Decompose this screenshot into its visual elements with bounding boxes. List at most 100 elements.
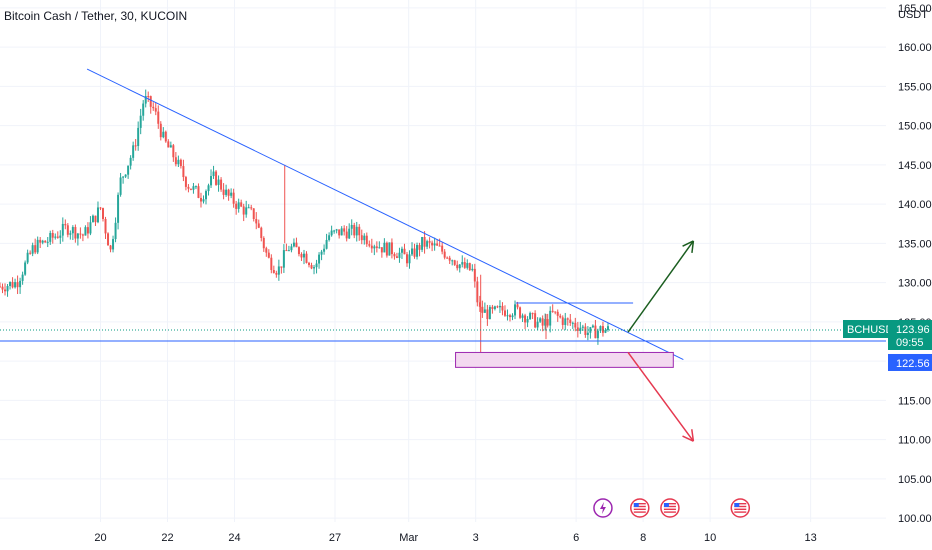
candle-body [137,127,140,147]
candle-body [601,326,604,333]
candle-body [215,171,218,185]
flag-stripe [734,511,747,513]
candle-body [511,315,514,318]
candle-body [343,228,346,232]
candle-body [59,235,62,238]
x-tick-label: 27 [329,532,341,544]
candle-body [117,194,120,223]
candle-body [210,176,213,186]
arrow-up [627,240,695,333]
candle-body [79,233,82,235]
candle-body [476,281,479,303]
candle-body [192,186,195,190]
candle-body [468,263,471,271]
flag-stripe [633,505,646,508]
candle-body [541,318,544,326]
candle-body [207,185,210,192]
candle-body [488,306,491,320]
candle-body [144,96,147,104]
candle-body [257,223,260,228]
drawings[interactable] [0,68,886,442]
candle-body [277,266,280,275]
candle-body [49,232,52,242]
candle-body [167,141,170,148]
candle-body [544,319,547,326]
x-tick-label: 3 [473,532,479,544]
support-price-badge [888,353,932,371]
arrow-down [627,352,694,442]
candle-body [159,123,162,138]
candle-body [604,330,607,333]
candle-body [318,254,321,264]
candle-body [107,233,110,246]
symbol-badge-label: BCHUSDT [847,324,900,336]
y-tick-label: 165.00 [898,3,932,15]
candle-body [119,177,122,195]
candle-body [348,228,351,239]
candle-body [370,245,373,249]
lightning-glyph [599,502,606,514]
flag-canton [633,503,639,507]
candle-body [280,266,283,268]
candle-body [149,96,152,107]
candle-body [486,309,489,320]
candle-body [44,240,47,243]
candle-body [325,239,328,249]
candle-body [139,115,142,128]
candle-body [217,179,220,185]
time-axis[interactable]: 20 22 24 27 Mar 3 6 8 10 13 [94,532,816,544]
candle-body [531,313,534,315]
candle-body [456,264,459,269]
candle-body [313,267,316,269]
candle-body [69,233,72,235]
candle-body [300,254,303,258]
candle-body [290,246,293,251]
candle-body [182,166,185,178]
candle-body [503,310,506,316]
candle-body [152,106,155,109]
candle-body [413,248,416,257]
flag-canton [663,503,669,507]
candle-body [164,131,167,142]
candle-body [122,176,125,178]
candle-body [524,315,527,323]
x-tick-label: 8 [640,532,646,544]
candle-body [586,332,589,335]
candle-body [426,241,429,247]
candle-body [350,224,353,229]
candle-body [338,229,341,236]
event-markers[interactable] [593,498,751,518]
candle-body [433,243,436,246]
candle-body [222,189,225,195]
y-tick-label: 145.00 [898,160,932,172]
candle-body [36,239,39,253]
candle-body [252,208,255,219]
us-flag-icon [630,498,650,518]
x-tick-label: 20 [94,532,106,544]
candle-body [355,226,358,236]
candle-body [275,272,278,275]
demand-zone [455,351,674,368]
candle-body [411,248,414,255]
trendline [86,68,684,360]
candle-body [295,242,298,248]
candle-body [365,235,368,245]
price-axis[interactable]: 100.00105.00110.00115.00120.00125.00130.… [898,3,932,525]
candle-body [112,239,115,250]
flag-stripe [633,508,646,510]
candle-body [478,302,481,307]
candle-body [99,207,102,209]
arrow-down-head [682,435,694,442]
candle-body [315,263,318,268]
candle-body [104,218,107,234]
arrow-up-head [691,240,695,253]
candle-body [564,318,567,325]
candle-body [549,310,552,326]
candle-body [232,192,235,204]
flag-stripe [734,508,747,510]
candle-body [81,234,84,236]
candle-body [606,326,609,331]
candle-body [328,235,331,240]
